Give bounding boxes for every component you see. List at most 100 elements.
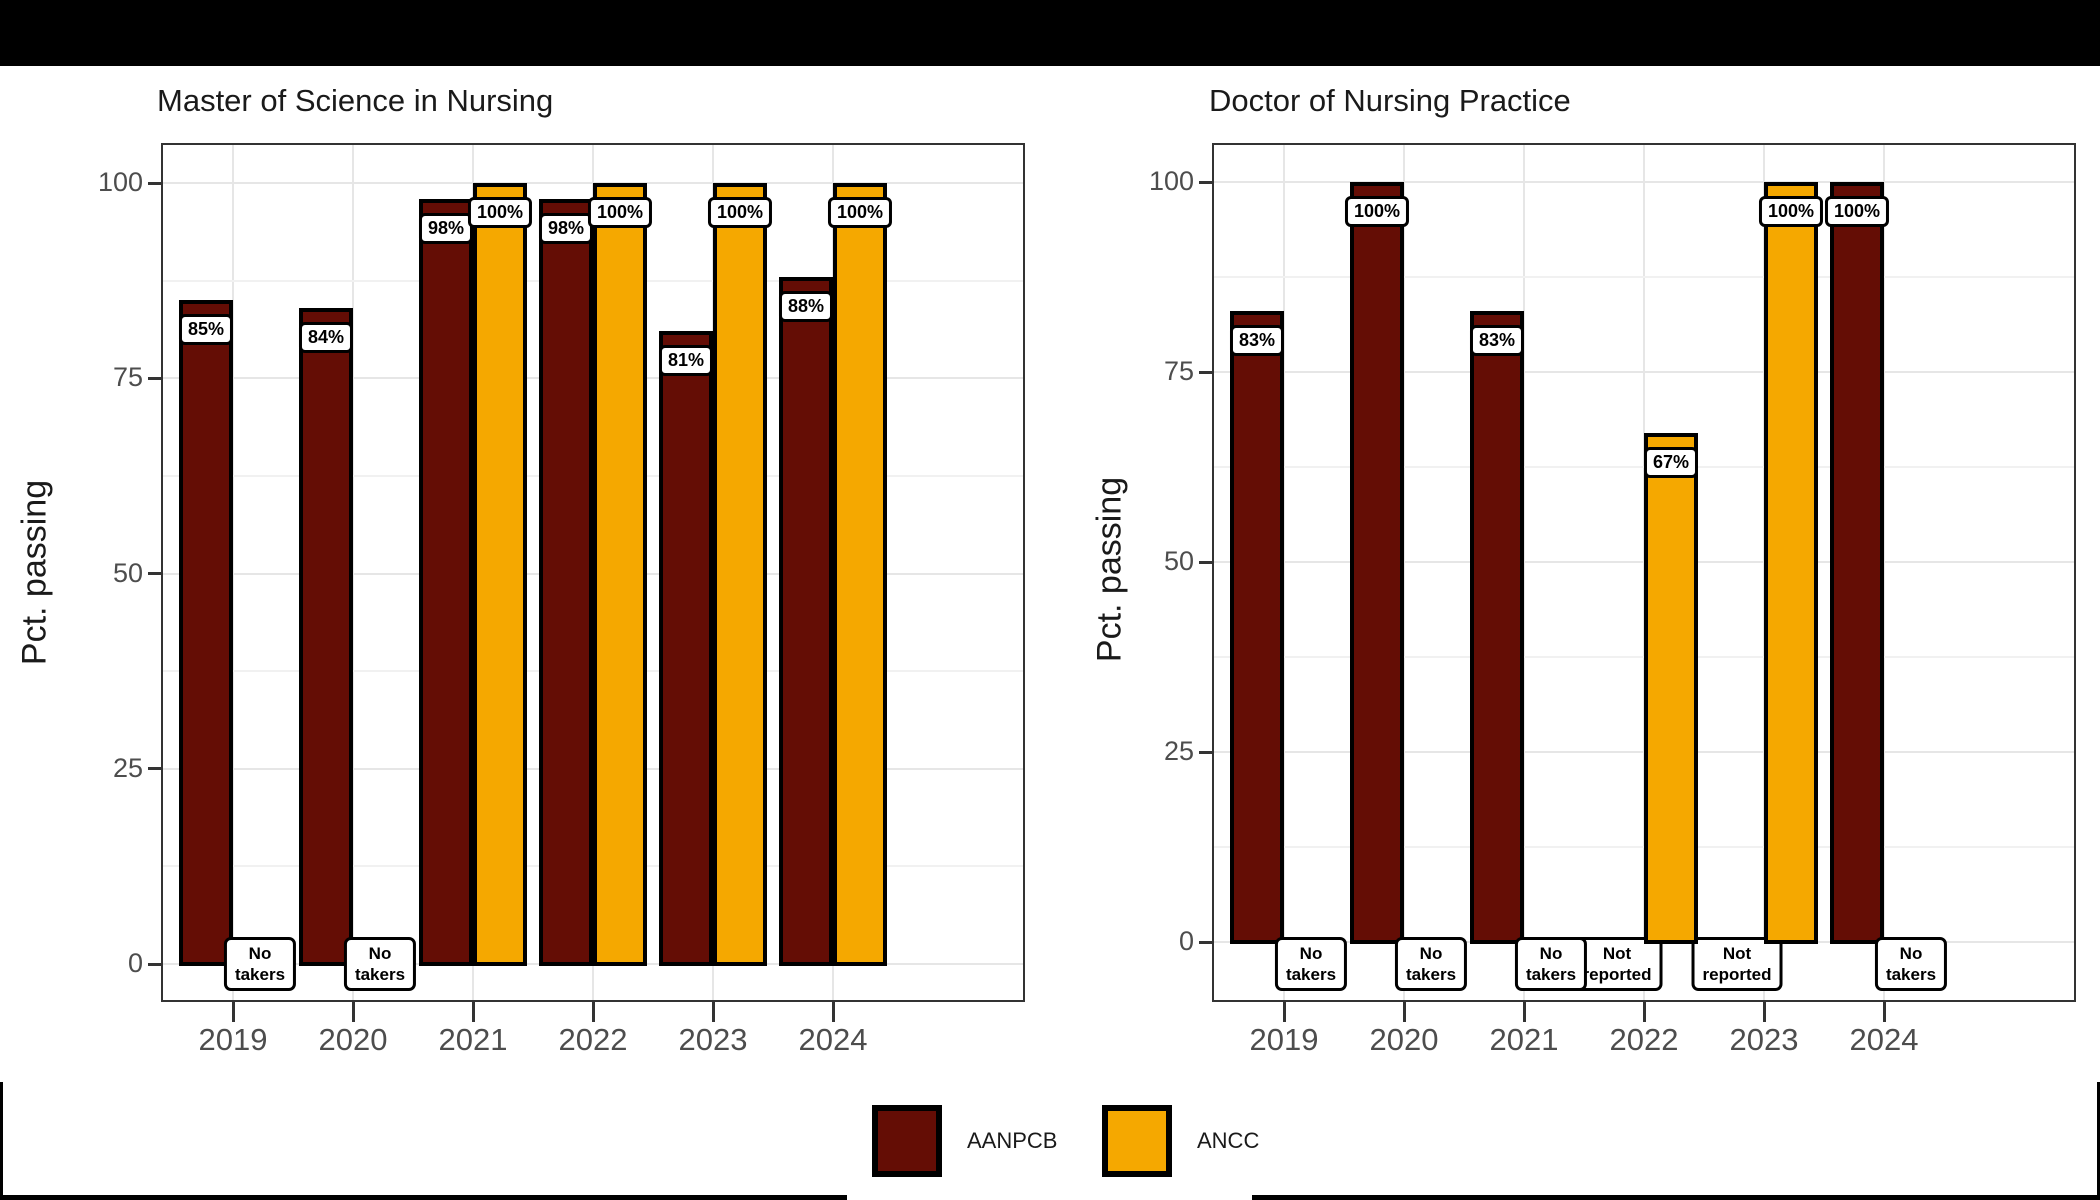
y-axis-tick	[1199, 560, 1212, 564]
gridline-minor	[1212, 276, 2076, 278]
legend: AANPCB ANCC	[0, 1105, 2100, 1177]
y-tick-label: 50	[112, 557, 143, 588]
bar-aanpcb-2019	[1230, 311, 1284, 944]
y-axis-tick	[148, 181, 161, 185]
legend-swatch-aanpcb	[872, 1105, 942, 1177]
x-tick-label: 2022	[558, 1022, 628, 1057]
y-axis-tick	[1199, 940, 1212, 944]
x-axis-tick	[1642, 1002, 1646, 1022]
bar-ancc-2022	[1644, 432, 1698, 944]
x-axis-tick	[231, 1002, 235, 1022]
y-tick-label: 100	[97, 167, 143, 197]
missing-data-label: Not reported	[1691, 937, 1783, 991]
x-tick-label: 2024	[1849, 1022, 1919, 1057]
x-tick-label: 2020	[1369, 1022, 1439, 1057]
bar-ancc-2021	[473, 183, 527, 966]
y-tick-label: 0	[1178, 926, 1194, 956]
gridline-vertical	[1403, 143, 1405, 1002]
bar-ancc-2023	[1764, 182, 1818, 944]
bar-value-label: 81%	[658, 345, 714, 377]
x-tick-label: 2019	[1249, 1022, 1319, 1057]
y-axis-tick	[1199, 370, 1212, 374]
bar-aanpcb-2024	[1830, 182, 1884, 944]
x-axis-tick	[1402, 1002, 1406, 1022]
y-axis-tick	[148, 962, 161, 966]
gridline-major	[1212, 371, 2076, 373]
top-letterbox-bar	[0, 0, 2100, 66]
bar-aanpcb-2020	[1350, 182, 1404, 944]
x-tick-label: 2021	[1489, 1022, 1559, 1057]
x-tick-label: 2022	[1609, 1022, 1679, 1057]
y-axis-tick	[148, 767, 161, 771]
missing-data-label: No takers	[1394, 937, 1468, 991]
bottom-letterbox-left	[0, 1195, 847, 1200]
x-tick-label: 2023	[678, 1022, 748, 1057]
bar-value-label: 100%	[1824, 196, 1890, 227]
bar-value-label: 67%	[1643, 446, 1699, 478]
legend-label-ancc: ANCC	[1197, 1128, 1260, 1153]
y-tick-label: 50	[1163, 546, 1194, 576]
right-panel-title: Doctor of Nursing Practice	[1209, 83, 1571, 118]
x-axis-tick	[1882, 1002, 1886, 1022]
bar-value-label: 83%	[1469, 325, 1525, 357]
x-tick-label: 2024	[798, 1022, 868, 1057]
y-axis-tick	[1199, 750, 1212, 754]
y-tick-label: 25	[112, 752, 143, 783]
missing-data-label: No takers	[223, 937, 297, 991]
x-axis-tick	[351, 1002, 355, 1022]
missing-data-label: No takers	[1874, 937, 1948, 991]
bar-value-label: 100%	[1344, 196, 1410, 227]
bar-value-label: 100%	[707, 197, 773, 228]
missing-data-label: No takers	[1514, 937, 1588, 991]
bar-aanpcb-2023	[659, 331, 713, 966]
legend-swatch-ancc	[1102, 1105, 1172, 1177]
bar-value-label: 100%	[587, 197, 653, 228]
y-axis-tick	[148, 572, 161, 575]
y-axis-tick	[1199, 180, 1212, 184]
y-tick-label: 75	[1163, 356, 1194, 386]
x-axis-tick	[1522, 1002, 1526, 1022]
y-axis-tick	[148, 376, 161, 380]
bar-ancc-2023	[713, 183, 767, 966]
panel-border	[1212, 143, 2076, 1002]
bar-aanpcb-2019	[179, 300, 233, 966]
x-tick-label: 2020	[318, 1022, 388, 1057]
bar-value-label: 85%	[178, 314, 234, 346]
gridline-vertical	[1523, 143, 1525, 1002]
x-tick-label: 2019	[198, 1022, 268, 1057]
y-tick-label: 100	[1148, 166, 1194, 196]
bar-value-label: 100%	[1758, 196, 1824, 227]
gridline-major	[1212, 181, 2076, 183]
bar-value-label: 83%	[1229, 325, 1285, 357]
bar-aanpcb-2021	[1470, 311, 1524, 944]
bar-aanpcb-2020	[299, 307, 353, 966]
x-axis-tick	[1762, 1002, 1766, 1022]
bar-value-label: 88%	[778, 290, 834, 322]
bar-aanpcb-2024	[779, 276, 833, 966]
x-tick-label: 2023	[1729, 1022, 1799, 1057]
legend-items: AANPCB ANCC	[872, 1105, 1284, 1177]
bar-value-label: 98%	[418, 212, 474, 244]
bar-value-label: 100%	[467, 197, 533, 228]
x-axis-tick	[591, 1002, 595, 1022]
missing-data-label: No takers	[1274, 937, 1348, 991]
x-axis-tick	[1282, 1002, 1286, 1022]
bar-value-label: 84%	[298, 321, 354, 353]
legend-label-aanpcb: AANPCB	[967, 1128, 1058, 1153]
bar-value-label: 100%	[827, 197, 893, 228]
left-panel-title: Master of Science in Nursing	[157, 83, 554, 118]
x-tick-label: 2021	[438, 1022, 508, 1057]
panel-border	[161, 143, 1025, 1002]
gridline-vertical	[1283, 143, 1285, 1002]
bar-aanpcb-2021	[419, 198, 473, 966]
bar-ancc-2024	[833, 183, 887, 966]
gridline-vertical	[1883, 143, 1885, 1002]
missing-data-label: No takers	[343, 937, 417, 991]
bar-aanpcb-2022	[539, 198, 593, 966]
x-axis-tick	[471, 1002, 475, 1022]
bar-ancc-2022	[593, 183, 647, 966]
y-tick-label: 75	[112, 362, 143, 393]
left-edge-strip	[0, 1082, 3, 1200]
x-axis-tick	[831, 1002, 835, 1022]
